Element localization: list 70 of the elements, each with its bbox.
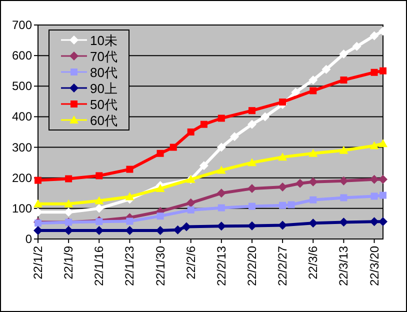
- point: [216, 166, 226, 174]
- point: [156, 150, 164, 157]
- point: [186, 198, 196, 208]
- legend-label: 90上: [90, 81, 118, 96]
- point: [96, 172, 103, 180]
- point: [94, 204, 104, 213]
- legend-label: 60代: [90, 113, 118, 128]
- point: [310, 196, 317, 204]
- point: [126, 166, 134, 173]
- point: [340, 194, 348, 202]
- point: [378, 217, 388, 226]
- point: [370, 141, 379, 150]
- legend-label: 80代: [90, 65, 118, 80]
- point: [310, 87, 317, 94]
- point: [187, 206, 194, 214]
- y-tick-label: 600: [12, 48, 32, 63]
- point: [370, 68, 378, 76]
- point: [156, 184, 165, 192]
- point: [170, 144, 177, 151]
- x-tick-label: 22/3/6: [306, 246, 320, 280]
- point: [126, 218, 134, 225]
- y-tick-label: 500: [12, 79, 32, 94]
- x-tick-label: 22/1/9: [62, 246, 76, 280]
- point: [378, 174, 388, 184]
- point: [125, 192, 134, 200]
- x-tick-label: 22/2/27: [276, 246, 290, 286]
- y-tick-label: 700: [12, 18, 32, 32]
- point: [156, 212, 164, 220]
- point: [308, 148, 318, 157]
- point: [370, 31, 379, 40]
- point: [218, 114, 225, 122]
- point: [340, 76, 348, 84]
- point: [291, 88, 300, 97]
- point: [216, 142, 226, 152]
- point: [308, 76, 318, 85]
- point: [378, 139, 388, 148]
- y-tick-label: 100: [12, 201, 32, 216]
- point: [380, 192, 386, 199]
- y-tick-label: 300: [12, 140, 32, 154]
- x-tick-label: 22/2/6: [184, 246, 198, 280]
- x-tick-label: 22/1/16: [92, 246, 106, 286]
- point: [94, 196, 104, 204]
- point: [182, 222, 191, 232]
- point: [65, 175, 72, 182]
- legend-label: 50代: [90, 97, 118, 112]
- x-tick-label: 22/1/23: [122, 246, 137, 286]
- point: [352, 42, 362, 51]
- y-tick-label: 0: [25, 232, 32, 246]
- x-tick-label: 22/1/2: [31, 246, 45, 280]
- point: [339, 146, 348, 154]
- point: [200, 120, 208, 128]
- point: [370, 192, 378, 200]
- x-tick-label: 22/1/30: [153, 246, 168, 286]
- point: [218, 204, 225, 212]
- y-tick-label: 400: [12, 110, 32, 124]
- legend-label: 70代: [90, 49, 118, 64]
- point: [380, 67, 386, 74]
- point: [339, 50, 348, 59]
- legend-label: 10未: [90, 33, 118, 48]
- point: [288, 201, 295, 208]
- x-tick-label: 22/3/20: [367, 246, 382, 286]
- x-tick-label: 22/2/13: [214, 246, 228, 286]
- point: [322, 64, 331, 74]
- point: [199, 161, 208, 170]
- point: [216, 188, 226, 198]
- point: [187, 128, 194, 136]
- x-tick-label: 22/3/13: [336, 246, 351, 286]
- y-tick-label: 200: [12, 170, 32, 185]
- x-tick-label: 22/2/20: [244, 246, 259, 286]
- point: [64, 199, 74, 208]
